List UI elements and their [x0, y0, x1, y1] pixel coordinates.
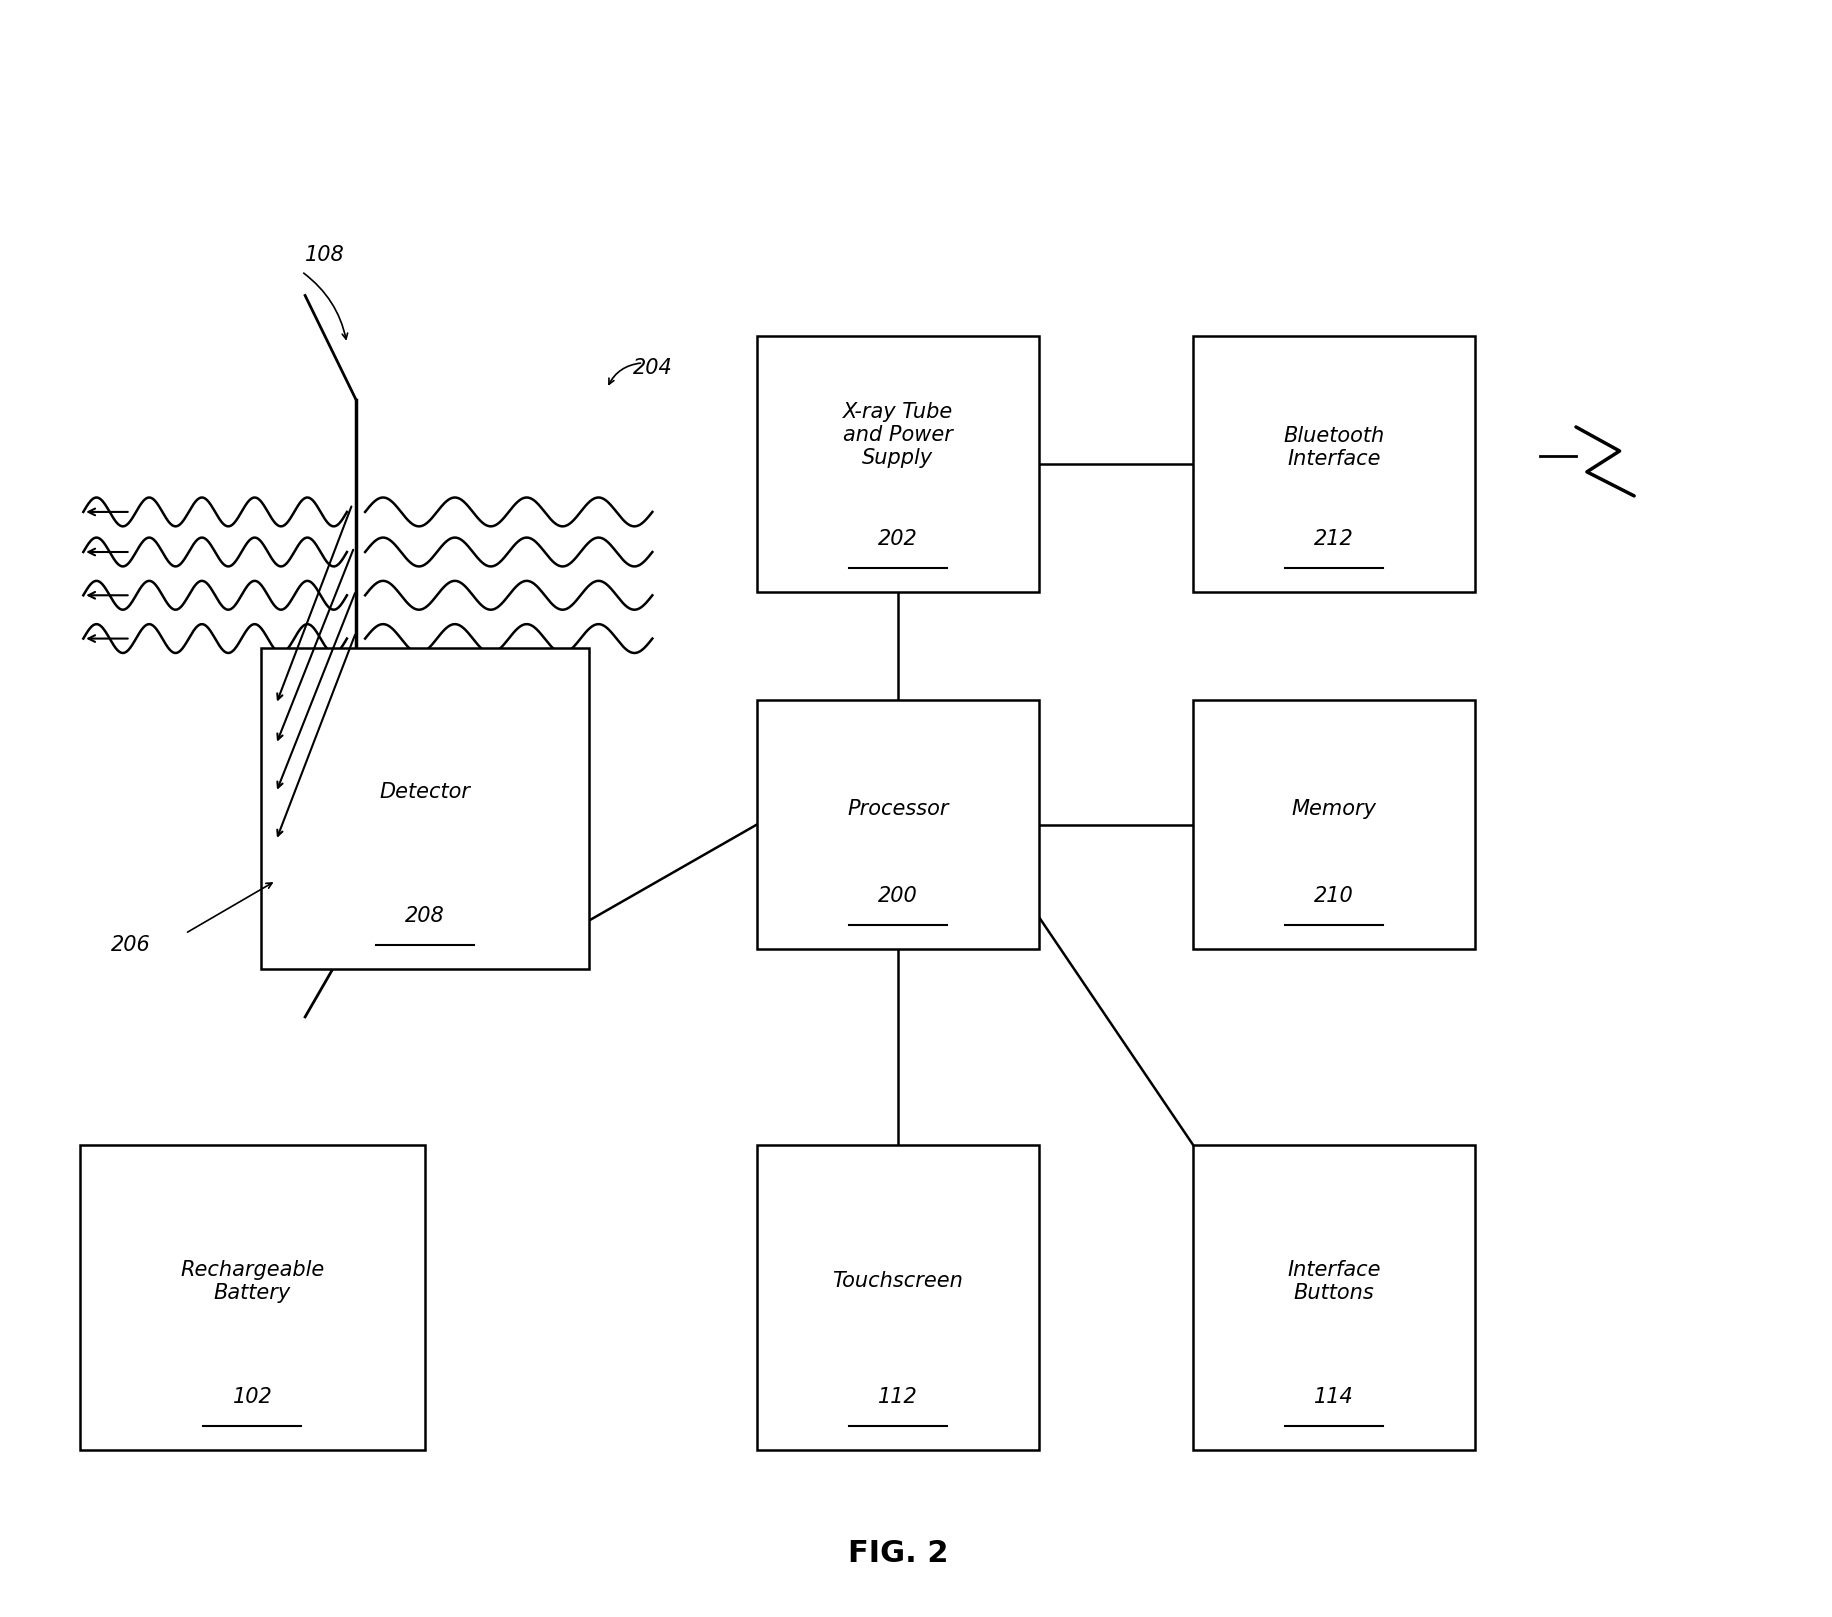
Text: Interface
Buttons: Interface Buttons	[1288, 1260, 1381, 1303]
FancyBboxPatch shape	[1193, 1145, 1475, 1450]
Text: Touchscreen: Touchscreen	[832, 1271, 964, 1292]
Text: Processor: Processor	[846, 799, 949, 818]
FancyBboxPatch shape	[757, 1145, 1039, 1450]
FancyBboxPatch shape	[757, 700, 1039, 949]
Text: 202: 202	[878, 529, 918, 550]
Text: 210: 210	[1314, 886, 1354, 906]
Text: 114: 114	[1314, 1387, 1354, 1407]
Text: 102: 102	[233, 1387, 273, 1407]
Text: Bluetooth
Interface: Bluetooth Interface	[1284, 427, 1385, 469]
Text: 112: 112	[878, 1387, 918, 1407]
Text: FIG. 2: FIG. 2	[848, 1539, 949, 1568]
Text: Memory: Memory	[1292, 799, 1376, 818]
Text: 212: 212	[1314, 529, 1354, 550]
Text: X-ray Tube
and Power
Supply: X-ray Tube and Power Supply	[843, 401, 953, 469]
FancyBboxPatch shape	[79, 1145, 425, 1450]
FancyBboxPatch shape	[1193, 700, 1475, 949]
Text: 200: 200	[878, 886, 918, 906]
Text: 208: 208	[405, 906, 445, 927]
Text: 108: 108	[306, 246, 344, 265]
Text: Rechargeable
Battery: Rechargeable Battery	[180, 1260, 324, 1303]
Text: Detector: Detector	[379, 783, 471, 802]
Text: 204: 204	[632, 357, 672, 378]
Text: 206: 206	[110, 935, 150, 954]
FancyBboxPatch shape	[1193, 336, 1475, 592]
FancyBboxPatch shape	[262, 648, 588, 969]
FancyBboxPatch shape	[757, 336, 1039, 592]
